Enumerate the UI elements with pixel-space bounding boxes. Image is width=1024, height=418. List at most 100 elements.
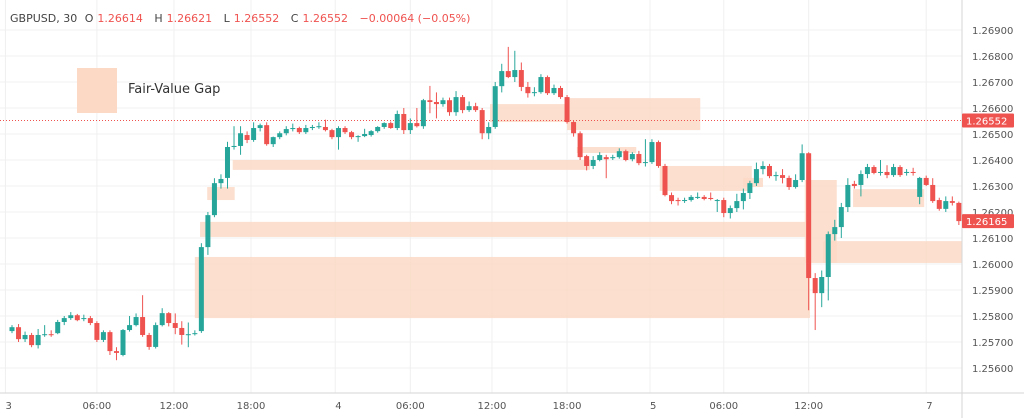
candle-up [734, 201, 740, 209]
candle-up [877, 171, 883, 173]
symbol-label: GBPUSD, 30 [10, 12, 78, 25]
candle-up [838, 207, 844, 228]
candle-up [420, 100, 426, 127]
candle-down [544, 77, 550, 94]
candle-down [172, 323, 178, 328]
candle-up [231, 145, 237, 147]
candle-up [55, 321, 61, 334]
candle-up [695, 196, 701, 198]
candle-down [349, 132, 355, 138]
candle-up [682, 200, 688, 202]
candle-up [616, 151, 622, 158]
candle-up [917, 177, 923, 197]
candle-down [479, 110, 485, 134]
candle-down [473, 106, 479, 111]
candle-up [551, 87, 557, 94]
candle-up [610, 157, 616, 159]
price-tick-label: 1.26300 [972, 182, 1013, 193]
candle-down [603, 157, 609, 160]
candle-up [238, 133, 244, 146]
candle-up [9, 327, 15, 332]
price-tick-label: 1.25900 [972, 286, 1013, 297]
candle-up [185, 334, 191, 336]
price-tick-label: 1.26100 [972, 234, 1013, 245]
candle-up [211, 183, 217, 216]
candle-down [930, 184, 936, 202]
candle-up [224, 147, 230, 178]
candle-up [453, 97, 459, 113]
change-value: −0.00064 (−0.05%) [359, 12, 471, 25]
price-label-box [962, 214, 1014, 229]
candle-up [277, 133, 283, 138]
candle-up [531, 92, 537, 94]
candle-up [251, 128, 257, 140]
candle-down [322, 126, 328, 131]
candle-down [74, 315, 80, 321]
price-tick-label: 1.25700 [972, 338, 1013, 349]
low-value: L 1.26552 [223, 12, 280, 25]
time-tick-label: 12:00 [478, 401, 507, 412]
candle-up [375, 126, 381, 132]
candle-up [538, 77, 544, 93]
candle-down [897, 167, 903, 176]
candle-up [793, 180, 799, 188]
candle-up [153, 325, 159, 347]
candle-up [492, 86, 498, 127]
fair-value-gap-zone [659, 165, 752, 191]
candle-up [760, 165, 766, 170]
candle-up [205, 215, 211, 248]
candle-down [113, 351, 119, 353]
price-tick-label: 1.26800 [972, 52, 1013, 63]
candle-up [597, 155, 603, 160]
time-tick-label: 18:00 [553, 401, 582, 412]
candle-down [564, 97, 570, 123]
candle-up [629, 154, 635, 160]
candle-up [845, 184, 851, 208]
time-tick-label: 3 [5, 401, 11, 412]
candle-down [701, 196, 707, 199]
candle-down [806, 153, 812, 279]
time-tick-label: 4 [335, 401, 341, 412]
price-tick-label: 1.26400 [972, 156, 1013, 167]
candle-down [433, 102, 439, 105]
time-tick-label: 06:00 [82, 401, 111, 412]
candle-up [740, 193, 746, 202]
candle-up [159, 313, 165, 326]
high-value: H 1.26621 [154, 12, 213, 25]
time-tick-label: 18:00 [237, 401, 266, 412]
candle-up [825, 234, 831, 277]
candle-down [16, 327, 22, 340]
candle-up [642, 162, 648, 164]
candle-up [257, 125, 263, 129]
candle-up [486, 126, 492, 134]
fair-value-gap-zone [232, 160, 590, 170]
candle-down [29, 334, 35, 346]
candle-down [949, 201, 955, 203]
fair-value-gap-zone [576, 147, 637, 153]
candle-down [675, 200, 681, 202]
candle-down [623, 151, 629, 160]
price-label-box [962, 113, 1014, 128]
candle-down [851, 183, 857, 186]
candle-up [864, 167, 870, 175]
candle-down [94, 323, 100, 340]
candle-up [270, 137, 276, 145]
price-tick-label: 1.25600 [972, 364, 1013, 375]
fair-value-gap-zone [489, 104, 570, 123]
candle-up [799, 153, 805, 181]
candle-down [87, 318, 93, 324]
candle-down [505, 71, 511, 78]
candle-up [81, 318, 87, 320]
candle-up [133, 317, 139, 326]
candle-up [904, 171, 910, 173]
candle-up [407, 123, 413, 131]
candle-up [858, 174, 864, 185]
candle-down [655, 142, 661, 166]
candle-down [871, 167, 877, 173]
candle-up [198, 247, 204, 332]
price-tick-label: 1.26700 [972, 78, 1013, 89]
candle-up [440, 100, 446, 105]
candle-up [714, 200, 720, 202]
candle-up [649, 142, 655, 163]
